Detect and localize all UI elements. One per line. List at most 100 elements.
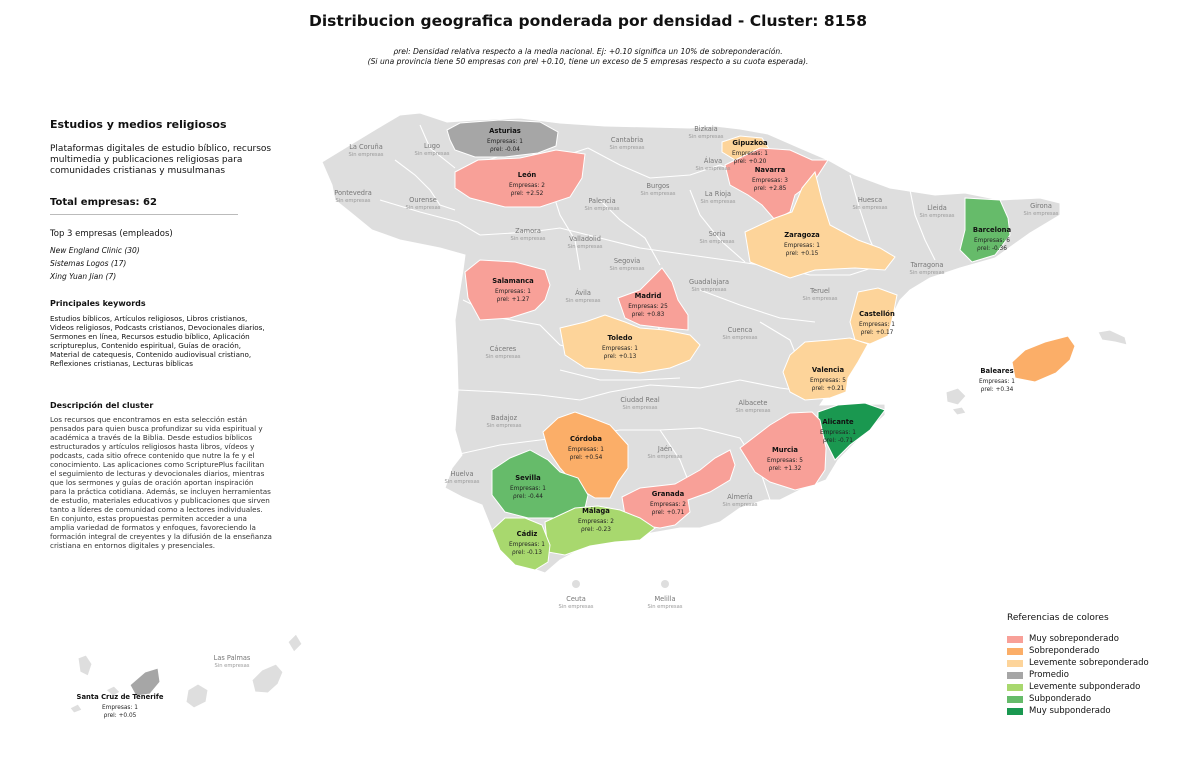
cluster-info-panel: Estudios y medios religiosos Plataformas… <box>50 118 272 550</box>
province-border <box>659 429 691 486</box>
province-name: Palencia <box>588 197 615 205</box>
province-border <box>379 199 481 236</box>
province-count: Empresas: 1 <box>495 289 531 295</box>
keywords-title: Principales keywords <box>50 299 146 308</box>
province-navarra <box>724 147 829 221</box>
province-name: Santa Cruz de Tenerife <box>77 693 164 701</box>
province-name: Ceuta <box>566 595 585 603</box>
land-region <box>105 685 121 697</box>
legend-item: Promedio <box>1007 669 1149 681</box>
legend-item: Muy subponderado <box>1007 705 1149 717</box>
province-label-madrid: Madrid Empresas: 25 ρrel: +0.83 <box>628 292 668 318</box>
ceuta-region <box>572 580 580 588</box>
province-name: Asturias <box>489 127 521 135</box>
province-baleares <box>1011 335 1076 383</box>
province-label-valencia: Valencia Empresas: 5 ρrel: +0.21 <box>810 366 846 392</box>
province-regions <box>69 112 1128 714</box>
description-text: Los recursos que encontramos en esta sel… <box>50 415 272 550</box>
province-rho: ρrel: +2.85 <box>754 186 787 192</box>
province-no-data: Sin empresas <box>565 298 600 304</box>
province-rho: ρrel: +2.52 <box>511 191 544 197</box>
legend-items: Muy sobreponderado Sobreponderado Levement… <box>1007 633 1149 717</box>
province-count: Empresas: 1 <box>102 705 138 711</box>
legend-item: Levemente subponderado <box>1007 681 1149 693</box>
province-rho: ρrel: +0.13 <box>604 354 637 360</box>
province-name: Cáceres <box>490 345 517 353</box>
province-border <box>479 227 691 256</box>
province-name: Girona <box>1030 202 1052 210</box>
province-name: Ávila <box>575 288 591 297</box>
cluster-short-description: Plataformas digitales de estudio bíblico… <box>50 144 272 176</box>
province-label-cadiz: Cádiz Empresas: 1 ρrel: -0.13 <box>509 530 545 556</box>
province-no-data: Sin empresas <box>558 604 593 610</box>
province-name: Soria <box>709 230 726 238</box>
province-label-malaga: Málaga Empresas: 2 ρrel: -0.23 <box>578 507 614 533</box>
province-count: Empresas: 1 <box>509 542 545 548</box>
province-no-data: Sin empresas <box>722 502 757 508</box>
province-name: Álava <box>704 156 722 165</box>
province-no-data: Sin empresas <box>699 239 734 245</box>
province-no-data: Sin empresas <box>735 408 770 414</box>
province-no-data: Sin empresas <box>802 296 837 302</box>
province-name: Cantabria <box>611 136 643 144</box>
province-count: Empresas: 1 <box>979 379 1015 385</box>
legend-item: Muy sobreponderado <box>1007 633 1149 645</box>
province-castellon <box>849 287 898 345</box>
land-region <box>185 683 209 709</box>
province-name: Segovia <box>614 257 640 265</box>
province-name: Córdoba <box>570 435 602 443</box>
province-rho: ρrel: +1.27 <box>497 297 530 303</box>
province-count: Empresas: 5 <box>767 458 803 464</box>
province-count: Empresas: 5 <box>810 378 846 384</box>
province-barcelona <box>959 197 1011 263</box>
province-count: Empresas: 3 <box>752 178 788 184</box>
province-count: Empresas: 1 <box>487 139 523 145</box>
province-name: Jaén <box>657 445 672 453</box>
province-no-data: Sin empresas <box>700 199 735 205</box>
province-name: Ourense <box>409 196 437 204</box>
province-toledo <box>559 314 701 374</box>
province-rho: ρrel: +0.54 <box>570 455 603 461</box>
legend-swatch <box>1007 635 1023 643</box>
province-name: Barcelona <box>973 226 1012 234</box>
province-no-data: Sin empresas <box>609 145 644 151</box>
province-rho: ρrel: -0.44 <box>513 494 543 500</box>
province-count: Empresas: 1 <box>784 243 820 249</box>
chart-title: Distribucion geografica ponderada por de… <box>309 12 867 30</box>
province-name: Huelva <box>451 470 474 478</box>
province-name: Las Palmas <box>214 654 251 662</box>
province-rho: ρrel: -0.04 <box>490 147 520 153</box>
province-name: Zaragoza <box>784 231 820 239</box>
province-name: La Coruña <box>349 143 383 151</box>
province-no-data: Sin empresas <box>919 213 954 219</box>
province-label-sevilla: Sevilla Empresas: 1 ρrel: -0.44 <box>510 474 546 500</box>
province-count: Empresas: 2 <box>650 502 686 508</box>
province-no-data: Sin empresas <box>1023 211 1058 217</box>
province-count: Empresas: 6 <box>974 238 1010 244</box>
province-name: Salamanca <box>492 277 534 285</box>
province-no-data: Sin empresas <box>852 205 887 211</box>
land-region <box>77 654 93 677</box>
province-border <box>457 384 701 401</box>
province-name: Sevilla <box>515 474 541 482</box>
province-name: Castellón <box>859 310 895 318</box>
province-rho: ρrel: +0.34 <box>981 387 1014 393</box>
subtitle-line-1: ρrel: Densidad relativa respecto a la me… <box>393 47 783 56</box>
province-valencia <box>782 337 869 401</box>
legend-swatch <box>1007 671 1023 679</box>
province-name: Lugo <box>424 142 440 150</box>
province-name: Albacete <box>739 399 768 407</box>
legend-label: Muy sobreponderado <box>1029 634 1119 644</box>
province-name: Zamora <box>515 227 541 235</box>
